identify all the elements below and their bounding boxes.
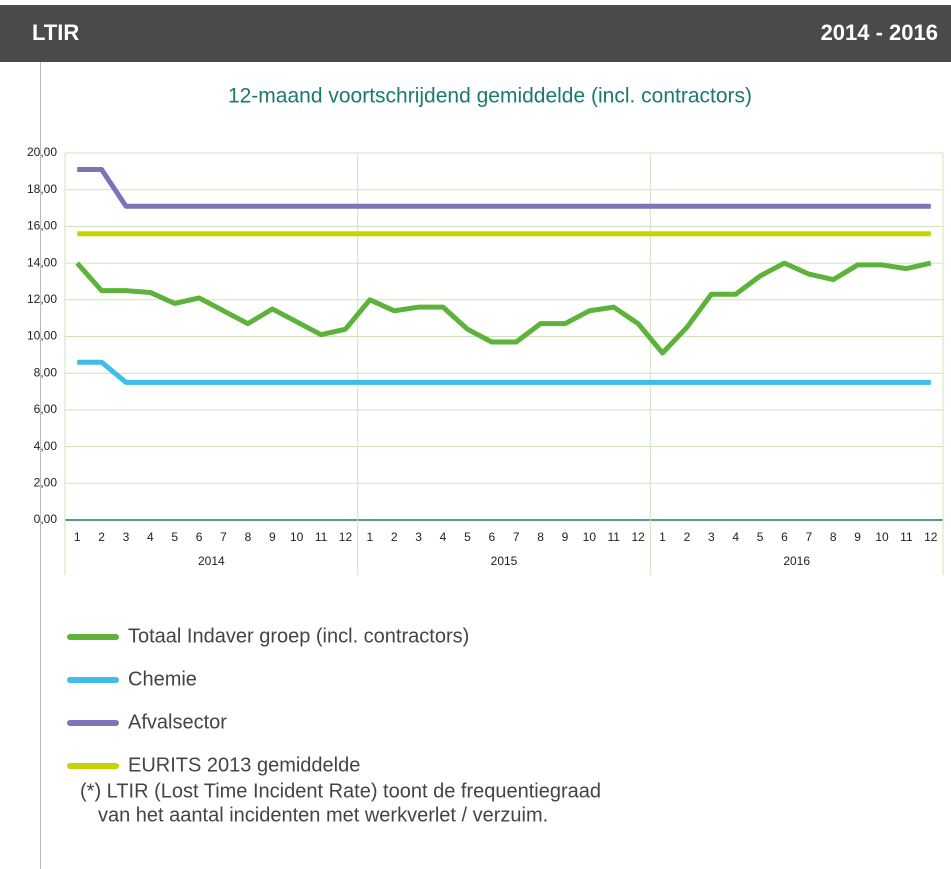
x-tick-label: 5 [757,530,764,544]
x-tick-label: 1 [74,530,81,544]
x-tick-label: 4 [147,530,154,544]
x-tick-label: 7 [806,530,813,544]
x-tick-label: 6 [196,530,203,544]
header-bar [0,5,951,62]
x-tick-label: 9 [562,530,569,544]
y-tick-label: 10,00 [27,329,57,343]
x-tick-label: 8 [830,530,837,544]
series-line [75,260,932,356]
x-tick-label: 12 [631,530,645,544]
header-range: 2014 - 2016 [821,20,938,45]
x-tick-label: 8 [245,530,252,544]
x-tick-label: 3 [708,530,715,544]
legend-label: EURITS 2013 gemiddelde [128,754,360,776]
x-tick-label: 4 [440,530,447,544]
x-tick-label: 2 [684,530,691,544]
y-tick-label: 16,00 [27,219,57,233]
footnote: (*) LTIR (Lost Time Incident Rate) toont… [80,780,601,802]
y-tick-label: 20,00 [27,145,57,159]
year-label: 2015 [491,554,518,568]
x-tick-label: 9 [854,530,861,544]
x-tick-label: 12 [924,530,938,544]
x-tick-label: 6 [781,530,788,544]
x-tick-label: 8 [537,530,544,544]
year-label: 2014 [198,554,225,568]
x-tick-label: 7 [220,530,227,544]
x-tick-label: 9 [269,530,276,544]
x-tick-label: 1 [367,530,374,544]
x-tick-label: 11 [608,530,621,544]
y-tick-label: 6,00 [34,402,58,416]
x-tick-label: 2 [391,530,398,544]
y-tick-label: 4,00 [34,439,58,453]
chart-title: 12-maand voortschrijdend gemiddelde (inc… [228,85,752,108]
x-tick-label: 3 [415,530,422,544]
header-title: LTIR [32,20,79,45]
y-tick-label: 14,00 [27,255,57,269]
y-tick-label: 2,00 [34,475,58,489]
y-tick-label: 0,00 [34,512,58,526]
y-tick-label: 8,00 [34,365,58,379]
x-tick-label: 11 [315,530,328,544]
x-tick-label: 12 [339,530,353,544]
x-tick-label: 3 [123,530,130,544]
footnote: van het aantal incidenten met werkverlet… [98,804,548,826]
x-tick-label: 5 [171,530,178,544]
x-tick-label: 5 [464,530,471,544]
x-tick-label: 10 [583,530,597,544]
x-tick-label: 7 [513,530,520,544]
x-tick-label: 1 [659,530,666,544]
year-label: 2016 [783,554,810,568]
y-tick-label: 18,00 [27,182,57,196]
legend-label: Afvalsector [128,711,227,733]
x-tick-label: 4 [732,530,739,544]
x-tick-label: 10 [875,530,889,544]
x-tick-label: 6 [488,530,495,544]
x-tick-label: 11 [900,530,913,544]
series-line [77,359,931,385]
x-tick-label: 2 [98,530,105,544]
legend-label: Totaal Indaver groep (incl. contractors) [128,625,469,647]
x-tick-label: 10 [290,530,304,544]
y-tick-label: 12,00 [27,292,57,306]
legend-label: Chemie [128,668,197,690]
series-line [77,167,931,209]
